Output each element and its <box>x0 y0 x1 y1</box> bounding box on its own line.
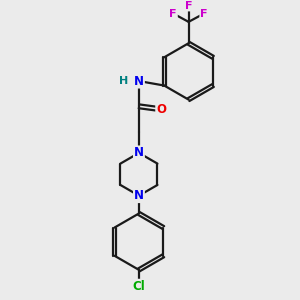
Text: F: F <box>200 8 208 19</box>
Text: H: H <box>119 76 129 86</box>
Text: N: N <box>134 146 144 159</box>
Text: N: N <box>134 75 144 88</box>
Text: N: N <box>134 189 144 202</box>
Text: F: F <box>185 1 192 10</box>
Text: O: O <box>156 103 166 116</box>
Text: F: F <box>169 8 177 19</box>
Text: Cl: Cl <box>133 280 145 293</box>
